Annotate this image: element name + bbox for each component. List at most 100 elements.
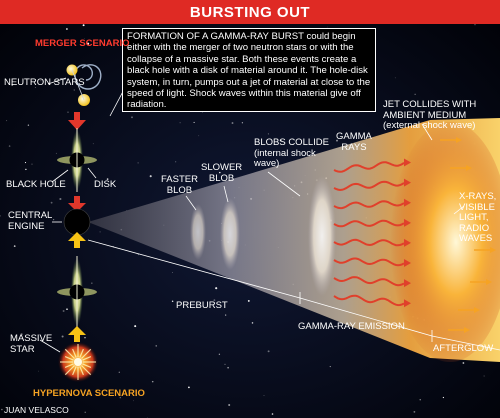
star-dot [414,93,416,95]
star-spike [64,365,75,376]
afterglow-arrows [440,137,496,333]
star-dot [231,122,234,124]
star-dot [34,87,36,88]
xrays-line1: X-RAYS, [459,191,497,202]
star-dot [84,411,86,413]
gamma-ray-arrowhead [404,299,411,308]
star-dot [474,24,476,26]
star-dot [59,197,62,201]
star-dot [215,287,218,290]
star-dot [31,163,33,165]
star-dot [273,153,274,155]
star-dot [247,299,250,302]
blobs-collide-line2: (internal shock [254,147,316,159]
star-dot [84,336,86,339]
star-dot [99,231,101,233]
star-dot [82,24,85,27]
title-bar: BURSTING OUT [0,0,500,24]
star-dot [179,122,181,124]
xrays-line5: WAVES [459,233,493,244]
star-dot [67,111,69,113]
star-dot [61,335,64,338]
star-dot [336,139,338,142]
star-dot [462,362,465,364]
gamma-ray-wave [333,180,405,192]
star-dot [1,408,3,411]
massive-star [58,342,98,382]
star-dot [24,162,27,164]
red-arrow-1 [68,112,86,130]
afterglow-arrowhead [474,307,480,313]
faster-blob-label: FASTER BLOB [161,174,198,196]
gamma-ray-wave [333,219,405,228]
star-dot [188,386,190,389]
blobs-collide-label: BLOBS COLLIDE (internal shock wave) [254,137,329,170]
star-dot [55,152,57,154]
star-dot [13,245,16,247]
star-dot [326,26,328,28]
star-dot [119,397,121,399]
gamma-ray-arrowhead [404,158,411,167]
jet-collides-line2: AMBIENT MEDIUM [383,109,467,121]
star-dot [22,185,25,188]
slower-blob-line2: BLOB [208,172,235,184]
star-dot [133,400,134,402]
jet-cone [88,118,500,362]
star-dot [224,363,226,366]
star-spike [64,363,74,368]
massive-star-label: MASSIVE STAR [10,333,53,355]
star-dot [118,371,120,373]
gamma-rays-line1: GAMMA [336,131,372,142]
star-dot [483,375,485,377]
caption-box: FORMATION OF A GAMMA-RAY BURST could beg… [122,28,376,112]
star-dot [193,121,195,123]
central-engine-line1: CENTRAL [8,210,53,221]
star-spike [81,348,92,359]
xrays-label: X-RAYS, VISIBLE LIGHT, RADIO WAVES [459,191,497,245]
xrays-line3: LIGHT, [459,212,489,223]
massive-star-line1: MASSIVE [10,333,53,344]
star-dot [91,282,93,284]
page-title: BURSTING OUT [189,3,311,21]
gamma-ray-arrowhead [404,238,411,247]
gamma-ray-arrowhead [404,218,411,227]
star-dot [279,139,282,142]
slower-blob-line1: SLOWER [201,162,243,173]
star-dot [213,299,216,302]
black-hole-label: BLACK HOLE [6,179,66,190]
star-dot [149,175,152,178]
star-dot [171,300,174,303]
jet-collides-line3: (external shock wave) [383,120,476,131]
star-spike [82,356,92,361]
faster-blob-line1: FASTER [161,174,198,185]
star-dot [20,333,23,336]
slower-blob-label: SLOWER BLOB [201,162,243,184]
gamma-ray-arrowhead [404,198,411,207]
star-dot [11,84,14,86]
xrays-line4: RADIO [459,222,490,234]
disk-label: DISK [94,179,117,190]
black-hole-top [57,128,97,192]
neutron-stars [66,64,102,106]
afterglow-arrowhead [486,193,492,199]
star-spike [72,366,77,376]
star-dot [134,325,137,328]
central-engine-label: CENTRAL ENGINE [8,210,53,232]
gamma-ray-wave [333,294,405,307]
gamma-ray-emission-label: GAMMA-RAY EMISSION [298,321,405,332]
blobs-collide-line3: wave) [254,158,280,169]
colliding-blobs [308,176,336,296]
star-dot [106,178,109,180]
gamma-ray-arrowhead [404,279,411,288]
massive-star-line2: STAR [10,343,35,355]
star-spike [81,365,92,376]
star-dot [40,80,42,82]
star-dot [155,345,157,347]
preburst-label: PREBURST [176,300,228,311]
star-dot [225,314,227,316]
central-engine [63,208,91,236]
star-dot [413,410,416,413]
star-spike [64,348,75,359]
slower-blob [220,198,240,270]
